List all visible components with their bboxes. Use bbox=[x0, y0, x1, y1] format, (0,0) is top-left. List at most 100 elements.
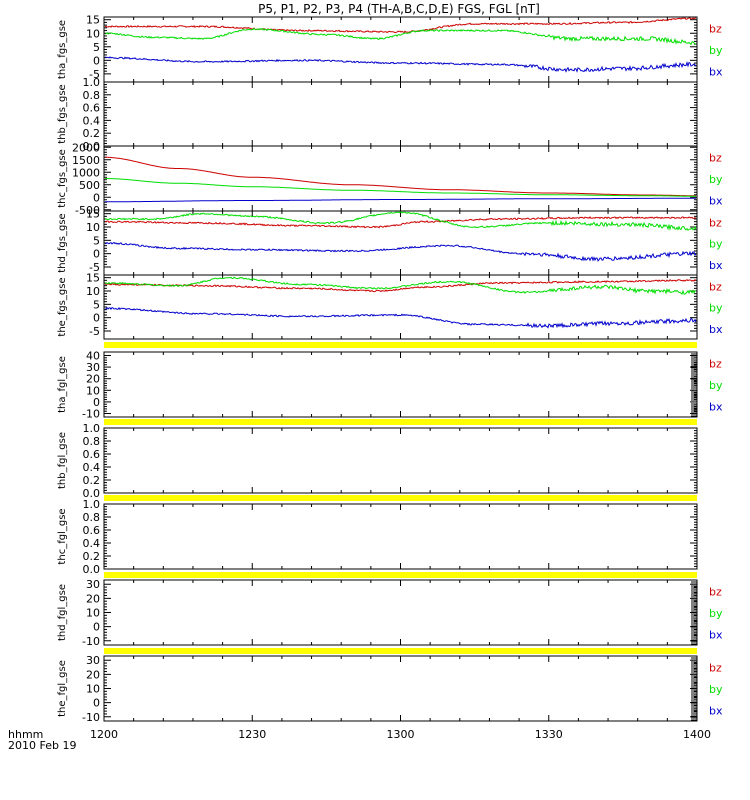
panel-frame bbox=[103, 503, 698, 570]
y-tick-label: 1.0 bbox=[83, 422, 101, 435]
x-tick-label: 1230 bbox=[238, 728, 266, 741]
y-tick-label: 20 bbox=[86, 373, 100, 386]
y-tick-label: -5 bbox=[89, 325, 100, 338]
y-axis-label: thd_fgl_gse bbox=[57, 584, 68, 641]
y-tick-label: 0.4 bbox=[83, 537, 101, 550]
x-tick-label: 1330 bbox=[535, 728, 563, 741]
series-by bbox=[104, 211, 697, 232]
flag-bar-1 bbox=[104, 419, 697, 425]
legend-bz: bz bbox=[709, 586, 722, 599]
y-tick-label: 10 bbox=[86, 607, 100, 620]
y-tick-label: 0.4 bbox=[83, 114, 101, 127]
series-bx bbox=[105, 197, 696, 203]
legend-by: by bbox=[709, 607, 723, 620]
y-tick-label: 0 bbox=[93, 621, 100, 634]
y-tick-label: 1000 bbox=[72, 166, 100, 179]
series-bx bbox=[104, 241, 697, 262]
panel-frame bbox=[103, 579, 698, 646]
panel-frame bbox=[103, 351, 698, 418]
y-axis-label: thc_fgl_gse bbox=[57, 508, 68, 564]
series-by bbox=[104, 27, 697, 46]
y-tick-label: 0 bbox=[93, 191, 100, 204]
y-axis-label: thc_fgs_gse bbox=[57, 149, 68, 208]
legend-by: by bbox=[709, 238, 723, 251]
series-bz bbox=[104, 17, 697, 34]
y-tick-label: 15 bbox=[86, 272, 100, 285]
panel-thc_fgl_gse: 0.00.20.40.60.81.0 thc_fgl_gse bbox=[57, 498, 698, 576]
y-tick-label: 0 bbox=[93, 248, 100, 261]
y-axis-label: thb_fgl_gse bbox=[57, 432, 68, 489]
y-tick-label: -5 bbox=[89, 68, 100, 81]
series-bx bbox=[104, 306, 697, 329]
y-tick-label: 0 bbox=[93, 697, 100, 710]
y-tick-label: 5 bbox=[93, 41, 100, 54]
date-caption: 2010 Feb 19 bbox=[8, 739, 76, 752]
legend-bx: bx bbox=[709, 401, 723, 414]
y-tick-label: 0.0 bbox=[83, 140, 101, 153]
y-tick-label: 0.8 bbox=[83, 89, 101, 102]
y-tick-label: 0.6 bbox=[83, 102, 101, 115]
y-axis-label: tha_fgs_gse bbox=[57, 20, 68, 79]
y-axis-label: thd_fgs_gse bbox=[57, 213, 68, 272]
y-axis-label: the_fgl_gse bbox=[57, 660, 68, 717]
x-tick-label: 1300 bbox=[387, 728, 415, 741]
panel-thb_fgl_gse: 0.00.20.40.60.81.0 thb_fgl_gse bbox=[57, 422, 698, 500]
panel-frame bbox=[103, 210, 698, 276]
legend-bz: bz bbox=[709, 152, 722, 165]
y-tick-label: 0 bbox=[93, 54, 100, 67]
legend-by: by bbox=[709, 302, 723, 315]
panel-frame bbox=[103, 427, 698, 494]
legend-bz: bz bbox=[709, 217, 722, 230]
panel-thb_fgs_gse: 0.00.20.40.60.81.0 thb_fgs_gse bbox=[57, 76, 698, 153]
y-tick-label: -5 bbox=[89, 261, 100, 274]
legend-bx: bx bbox=[709, 705, 723, 718]
y-tick-label: 0.2 bbox=[83, 474, 101, 487]
y-tick-label: 5 bbox=[93, 234, 100, 247]
legend-bx: bx bbox=[709, 66, 723, 79]
legend-bz: bz bbox=[709, 662, 722, 675]
y-tick-label: 30 bbox=[86, 654, 100, 667]
y-tick-label: 20 bbox=[86, 668, 100, 681]
y-tick-label: 2000 bbox=[72, 141, 100, 154]
y-tick-label: 30 bbox=[86, 361, 100, 374]
y-axis-label: thb_fgs_gse bbox=[57, 84, 68, 143]
y-tick-label: 0.2 bbox=[83, 127, 101, 140]
y-tick-label: 15 bbox=[86, 208, 100, 221]
series-bx bbox=[104, 56, 697, 73]
y-tick-label: 0.0 bbox=[83, 563, 101, 576]
y-tick-label: 0 bbox=[93, 396, 100, 409]
flag-bar-4 bbox=[104, 648, 697, 654]
y-tick-label: 5 bbox=[93, 298, 100, 311]
x-tick-label: 1200 bbox=[90, 728, 118, 741]
legend-by: by bbox=[709, 379, 723, 392]
y-tick-label: 10 bbox=[86, 221, 100, 234]
y-tick-label: 20 bbox=[86, 592, 100, 605]
legend-bx: bx bbox=[709, 323, 723, 336]
y-tick-label: 1.0 bbox=[83, 76, 101, 89]
legend-bx: bx bbox=[709, 629, 723, 642]
x-tick-label: 1400 bbox=[683, 728, 711, 741]
y-axis-label: the_fgs_gse bbox=[57, 277, 68, 336]
y-tick-label: 10 bbox=[86, 384, 100, 397]
y-tick-label: 10 bbox=[86, 27, 100, 40]
flag-bar-0 bbox=[104, 342, 697, 348]
panel-frame bbox=[103, 655, 698, 722]
y-tick-label: -10 bbox=[82, 711, 100, 724]
series-by bbox=[104, 276, 697, 295]
flag-bar-2 bbox=[104, 495, 697, 501]
series-bz bbox=[104, 216, 697, 229]
y-tick-label: 1.0 bbox=[83, 498, 101, 511]
flag-bar-3 bbox=[104, 572, 697, 578]
y-tick-label: 0 bbox=[93, 312, 100, 325]
legend-bz: bz bbox=[709, 281, 722, 294]
y-tick-label: 10 bbox=[86, 683, 100, 696]
